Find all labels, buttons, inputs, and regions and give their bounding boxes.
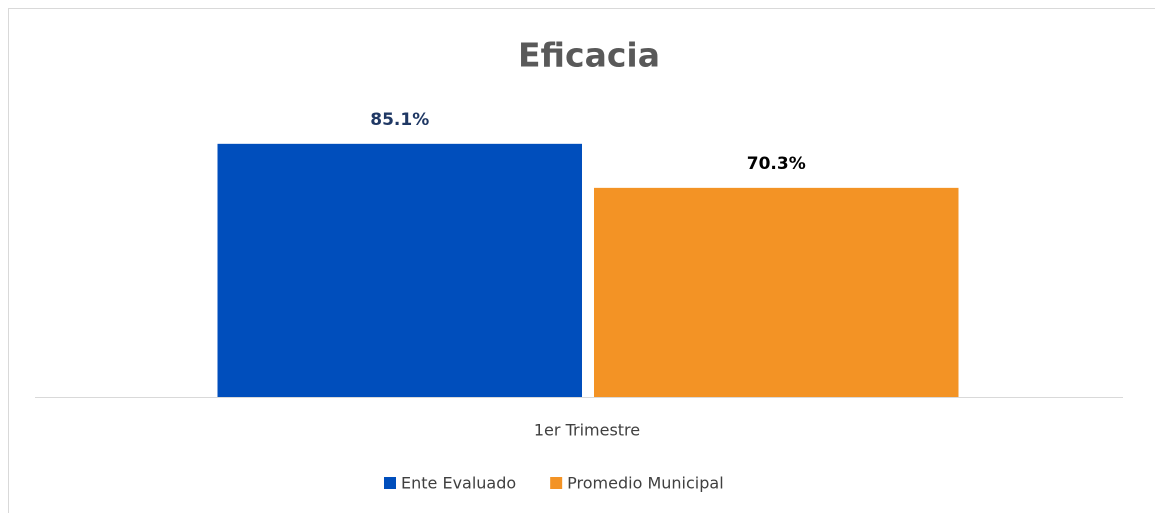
legend-swatch [550, 477, 563, 489]
value-label: 85.1% [370, 110, 429, 130]
legend-label: Promedio Municipal [567, 474, 723, 493]
bar [217, 143, 582, 397]
x-tick-label: 1er Trimestre [534, 421, 640, 440]
bar [594, 187, 959, 397]
value-label: 70.3% [747, 154, 806, 174]
chart-title: Eficacia [518, 36, 660, 75]
legend-label: Ente Evaluado [401, 474, 516, 493]
legend-swatch [384, 477, 396, 489]
